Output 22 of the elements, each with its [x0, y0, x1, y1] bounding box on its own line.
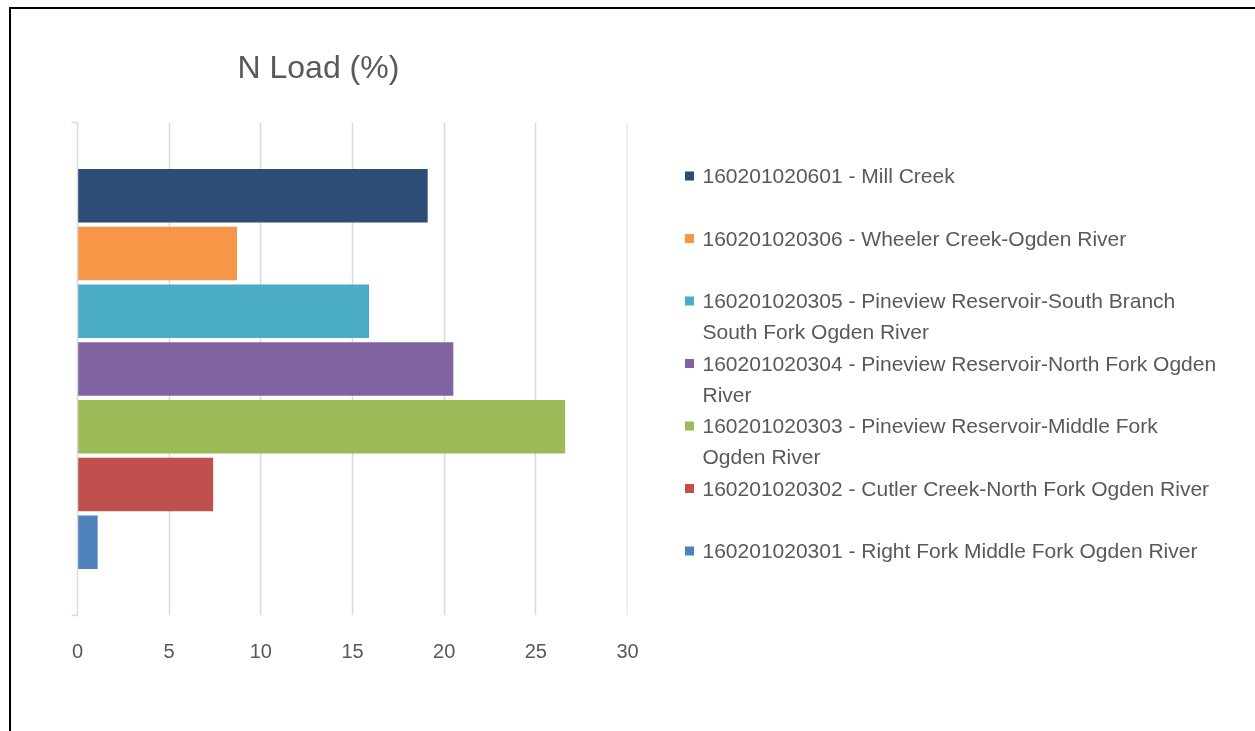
legend-label: 160201020303 - Pineview Reservoir-Middle Fork Ogden River — [702, 414, 1159, 469]
bar — [77, 399, 566, 454]
legend-label: 160201020302 - Cutler Creek-North Fork Ogden River — [702, 476, 1210, 500]
x-tick-label: 20 — [433, 639, 456, 662]
legend-label: 160201020601 - Mill Creek — [702, 164, 956, 188]
bar — [77, 515, 98, 570]
bar — [77, 342, 454, 396]
bar — [77, 168, 428, 223]
x-tick-label: 0 — [71, 639, 84, 662]
bar — [77, 457, 214, 512]
x-tick-label: 10 — [249, 639, 272, 662]
x-tick-label: 15 — [341, 639, 364, 662]
legend-label: 160201020306 - Wheeler Creek-Ogden River — [702, 226, 1127, 250]
legend-label: 160201020305 - Pineview Reservoir-South Branch South Fork Ogden River — [702, 289, 1176, 344]
legend-label: 160201020304 - Pineview Reservoir-North Fork Ogden River — [702, 351, 1217, 406]
bar — [77, 284, 369, 339]
chart-title: N Load (%) — [237, 49, 400, 85]
x-tick-label: 30 — [616, 639, 639, 662]
x-tick-label: 5 — [163, 639, 175, 662]
bar — [77, 226, 237, 281]
x-tick-label: 25 — [524, 639, 547, 662]
legend-label: 160201020301 - Right Fork Middle Fork Ogden River — [702, 539, 1198, 563]
